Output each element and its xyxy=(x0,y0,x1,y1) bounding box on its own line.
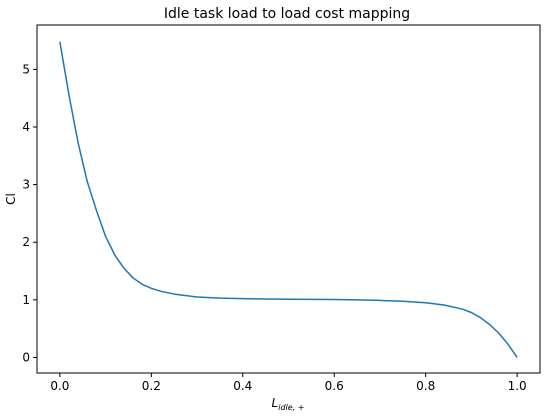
y-tick-label: 0 xyxy=(22,350,30,364)
y-tick-label: 2 xyxy=(22,235,30,249)
x-axis-label-subscript: idle, + xyxy=(278,403,304,412)
y-tick-label: 4 xyxy=(22,120,30,134)
y-tick-label: 5 xyxy=(22,62,30,76)
x-tick-label: 0.0 xyxy=(50,379,69,393)
x-tick-label: 1.0 xyxy=(508,379,527,393)
x-tick-label: 0.4 xyxy=(233,379,252,393)
x-axis-label-main: L xyxy=(272,396,279,410)
x-tick-label: 0.2 xyxy=(142,379,161,393)
x-tick-label: 0.8 xyxy=(416,379,435,393)
chart-title: Idle task load to load cost mapping xyxy=(164,6,410,22)
plot-area xyxy=(59,41,518,358)
plot-frame xyxy=(36,24,541,374)
y-axis: 0 1 2 3 4 5 xyxy=(22,62,37,364)
y-axis-label: Cl xyxy=(4,193,18,205)
y-tick-label: 1 xyxy=(22,293,30,307)
x-tick-label: 0.6 xyxy=(325,379,344,393)
x-axis: 0.0 0.2 0.4 0.6 0.8 1.0 xyxy=(50,373,527,393)
series-line xyxy=(59,41,518,358)
x-axis-label: Lidle, + xyxy=(272,396,305,412)
y-tick-label: 3 xyxy=(22,178,30,192)
